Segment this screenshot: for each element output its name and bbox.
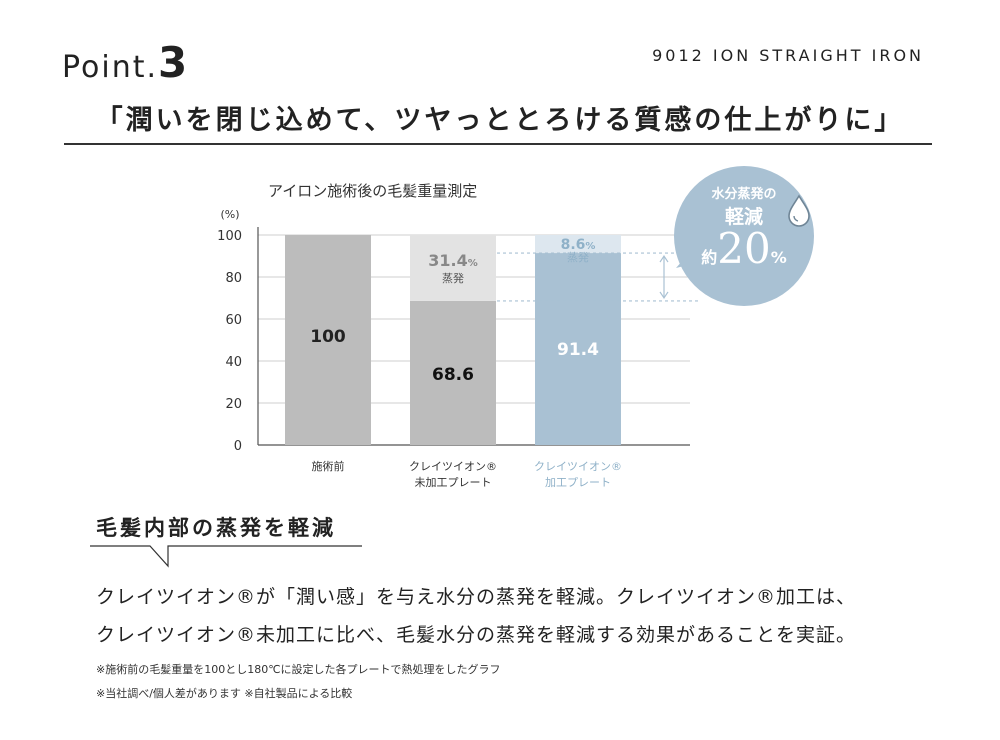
evaporation-label: 蒸発 [442, 271, 464, 285]
category-label: クレイツイオン® [409, 460, 497, 473]
point-label-text: Point. [62, 50, 159, 85]
bar [410, 300, 496, 445]
difference-arrow-head-down [659, 291, 669, 300]
badge-prefix: 約 [701, 248, 718, 267]
y-axis-label: (%) [220, 208, 239, 221]
y-tick-label: 0 [234, 439, 242, 454]
bar-value-label: 100 [310, 327, 346, 347]
point-number: 3 [158, 38, 190, 87]
footnote-2: ※当社調べ/個人差があります ※自社製品による比較 [96, 687, 353, 700]
badge-suffix: % [770, 248, 787, 267]
bar [535, 253, 621, 445]
body-text: クレイツイオン®が「潤い感」を与え水分の蒸発を軽減。クレイツイオン®加工は、 ク… [96, 578, 856, 654]
y-tick-label: 80 [225, 271, 242, 286]
evaporation-unit: % [585, 241, 595, 252]
bar [285, 235, 371, 445]
y-tick-label: 20 [225, 397, 242, 412]
category-label: 加工プレート [545, 476, 611, 489]
reduction-badge: 水分蒸発の 軽減 約20% [674, 166, 814, 306]
bar-value-label: 68.6 [432, 365, 474, 385]
category-label: 未加工プレート [415, 476, 492, 489]
chart-title: アイロン施術後の毛髪重量測定 [268, 182, 478, 200]
evaporation-unit: % [468, 258, 478, 269]
headline: 「潤いを閉じ込めて、ツヤっととろける質感の仕上がりに」 [95, 105, 905, 136]
water-drop-icon [788, 194, 810, 227]
y-tick-label: 40 [225, 355, 242, 370]
body-line-2: クレイツイオン®未加工に比べ、毛髪水分の蒸発を軽減する効果があることを実証。 [96, 624, 857, 646]
category-label: 施術前 [312, 459, 345, 473]
footnote-1: ※施術前の毛髪重量を100とし180℃に設定した各プレートで熱処理をしたグラフ [96, 663, 501, 676]
product-name: 9012 ION STRAIGHT IRON [652, 46, 924, 65]
difference-arrow-head-up [659, 254, 669, 263]
y-tick-label: 100 [217, 229, 242, 244]
category-label: クレイツイオン® [534, 460, 622, 473]
evaporation-segment [410, 235, 496, 301]
bar-value-label: 91.4 [557, 340, 599, 360]
badge-line1: 水分蒸発の [711, 187, 777, 202]
evaporation-value-label: 31.4% [428, 251, 478, 270]
evaporation-segment [535, 235, 621, 254]
body-line-1: クレイツイオン®が「潤い感」を与え水分の蒸発を軽減。クレイツイオン®加工は、 [96, 586, 857, 608]
badge-value: 20 [717, 224, 771, 273]
section-title: 毛髪内部の蒸発を軽減 [96, 516, 336, 540]
header-divider [64, 143, 932, 145]
evaporation-value-label: 8.6% [561, 237, 596, 253]
badge-value-row: 約20% [674, 224, 814, 273]
badge-line2: 軽減 [724, 206, 763, 228]
y-tick-label: 60 [225, 313, 242, 328]
point-label: Point.3 [62, 38, 189, 87]
